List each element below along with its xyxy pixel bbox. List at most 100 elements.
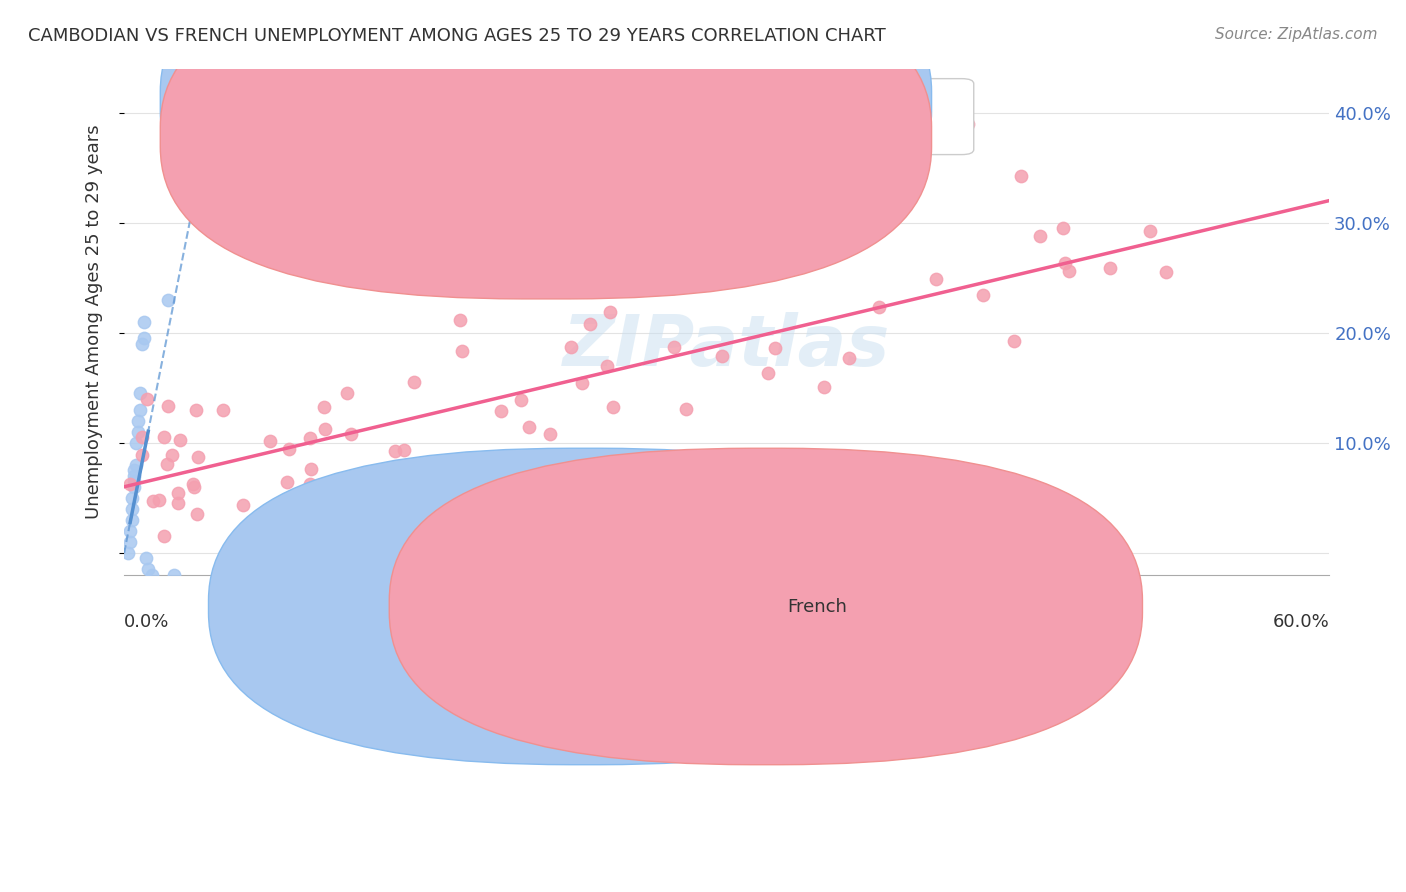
Point xyxy=(538,427,561,442)
Point xyxy=(285,542,308,557)
Point xyxy=(763,341,786,355)
Point xyxy=(510,392,533,407)
Point xyxy=(312,401,335,415)
Point xyxy=(596,359,619,374)
Point xyxy=(1052,221,1074,235)
FancyBboxPatch shape xyxy=(492,78,974,154)
Point xyxy=(299,477,322,491)
Point xyxy=(141,567,163,582)
Point xyxy=(259,434,281,449)
Point xyxy=(232,498,254,512)
Point xyxy=(1029,228,1052,243)
Point xyxy=(186,508,208,522)
Text: Source: ZipAtlas.com: Source: ZipAtlas.com xyxy=(1215,27,1378,42)
Point xyxy=(868,300,890,314)
Point xyxy=(157,293,180,307)
Point xyxy=(166,496,188,510)
Point xyxy=(664,340,686,354)
Point xyxy=(560,340,582,354)
Point xyxy=(169,433,191,447)
FancyBboxPatch shape xyxy=(208,449,962,764)
Point xyxy=(129,402,152,417)
Point xyxy=(120,524,142,538)
Point xyxy=(136,562,159,576)
Y-axis label: Unemployment Among Ages 25 to 29 years: Unemployment Among Ages 25 to 29 years xyxy=(86,124,103,519)
Point xyxy=(131,430,153,444)
Point xyxy=(1002,334,1025,348)
Point xyxy=(127,425,149,439)
Point xyxy=(122,468,145,483)
Point xyxy=(571,376,593,390)
Point xyxy=(1010,169,1032,183)
Point xyxy=(359,473,381,487)
FancyBboxPatch shape xyxy=(160,0,932,299)
FancyBboxPatch shape xyxy=(160,0,932,263)
Point xyxy=(166,485,188,500)
Point xyxy=(122,480,145,494)
Point xyxy=(131,448,153,462)
Point xyxy=(578,317,600,331)
Point xyxy=(135,551,157,566)
Point xyxy=(183,480,205,494)
Point xyxy=(340,503,363,517)
Point xyxy=(276,475,298,489)
Point xyxy=(314,422,336,436)
Point xyxy=(359,476,381,491)
Text: CAMBODIAN VS FRENCH UNEMPLOYMENT AMONG AGES 25 TO 29 YEARS CORRELATION CHART: CAMBODIAN VS FRENCH UNEMPLOYMENT AMONG A… xyxy=(28,27,886,45)
Point xyxy=(122,475,145,489)
Point xyxy=(340,427,363,442)
Point xyxy=(599,305,621,319)
Point xyxy=(117,546,139,560)
Point xyxy=(181,476,204,491)
Point xyxy=(384,444,406,458)
Text: ZIPatlas: ZIPatlas xyxy=(562,312,890,382)
Point xyxy=(187,450,209,464)
Point xyxy=(711,349,734,363)
Point xyxy=(121,491,143,505)
Point xyxy=(956,117,979,131)
Point xyxy=(125,458,148,472)
Point xyxy=(273,514,295,528)
Text: Cambodians: Cambodians xyxy=(606,598,718,615)
Point xyxy=(489,403,512,417)
Point xyxy=(186,403,208,417)
Point xyxy=(157,399,180,413)
Point xyxy=(758,367,780,381)
Point xyxy=(1156,265,1178,279)
Point xyxy=(1057,263,1080,277)
Text: 0.0%: 0.0% xyxy=(124,614,170,632)
Point xyxy=(655,171,678,186)
Point xyxy=(278,442,301,456)
Point xyxy=(129,386,152,401)
Point xyxy=(121,501,143,516)
Point xyxy=(1099,261,1122,276)
Point xyxy=(301,480,323,494)
Point xyxy=(1139,224,1161,238)
Point xyxy=(449,313,471,327)
Point xyxy=(211,403,233,417)
Point xyxy=(127,414,149,428)
Point xyxy=(495,562,517,576)
Text: French: French xyxy=(787,598,846,615)
Point xyxy=(120,534,142,549)
Point xyxy=(336,385,359,400)
Point xyxy=(813,380,835,394)
Point xyxy=(134,331,156,345)
Point xyxy=(299,461,322,475)
Point xyxy=(392,443,415,458)
Text: R = 0.472   N = 24: R = 0.472 N = 24 xyxy=(588,87,759,105)
Text: R = 0.632   N = 71: R = 0.632 N = 71 xyxy=(588,123,759,141)
Point xyxy=(135,392,157,407)
Point xyxy=(675,401,697,416)
Point xyxy=(134,315,156,329)
Point xyxy=(122,463,145,477)
Point xyxy=(925,272,948,286)
Point xyxy=(1054,256,1077,270)
Point xyxy=(120,476,142,491)
Point xyxy=(517,420,540,434)
Point xyxy=(972,288,994,302)
Point xyxy=(153,430,176,444)
Point xyxy=(125,435,148,450)
Point xyxy=(838,351,860,365)
Point xyxy=(142,494,165,508)
